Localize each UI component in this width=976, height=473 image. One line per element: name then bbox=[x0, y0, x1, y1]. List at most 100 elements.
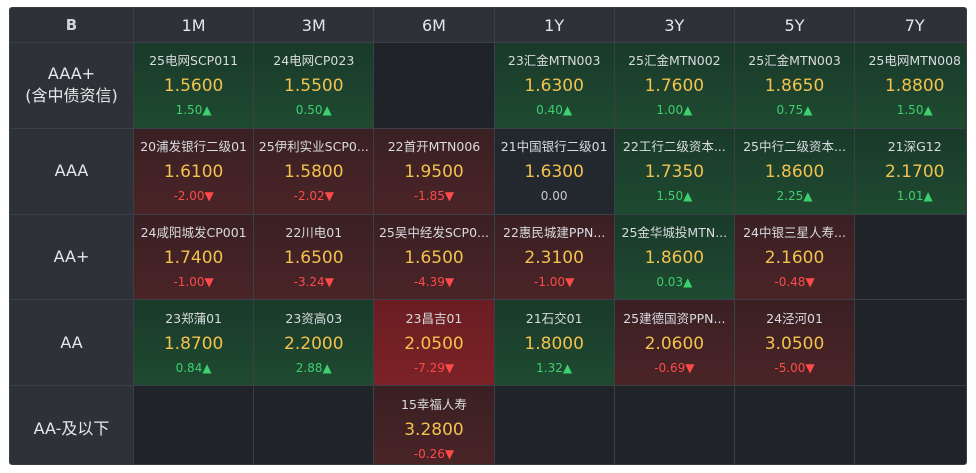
bond-cell[interactable]: 20浦发银行二级01 1.6100 -2.00▼ bbox=[134, 128, 254, 214]
row-label: AA-及以下 bbox=[10, 386, 133, 464]
yield-change: -1.00▼ bbox=[173, 274, 214, 289]
bond-name: 25中行二级资本... bbox=[743, 139, 846, 155]
yield-change: 1.32▲ bbox=[536, 360, 573, 375]
yield-change: -3.24▼ bbox=[293, 274, 334, 289]
yield-change: -7.29▼ bbox=[413, 360, 455, 375]
bond-yield: 1.6300 bbox=[524, 76, 584, 97]
bond-name: 24咸阳城发CP001 bbox=[140, 224, 247, 240]
row-label-line: AA+ bbox=[53, 246, 90, 266]
bond-cell[interactable]: 25建德国资PPN... 2.0600 -0.69▼ bbox=[614, 300, 734, 386]
yield-change: 0.50▲ bbox=[295, 103, 332, 118]
row-label-line: AA bbox=[60, 332, 83, 352]
bond-cell[interactable]: 25金华城投MTN... 1.8600 0.03▲ bbox=[614, 214, 734, 300]
empty-cell bbox=[494, 386, 614, 464]
bond-cell[interactable]: 22工行二级资本... 1.7350 1.50▲ bbox=[614, 128, 734, 214]
bond-cell[interactable]: 25电网MTN008 1.8800 1.50▲ bbox=[855, 43, 966, 128]
bond-cell[interactable]: 15幸福人寿 3.2800 -0.26▼ bbox=[374, 386, 494, 464]
bond-yield: 2.1700 bbox=[884, 162, 945, 183]
bond-yield: 1.8600 bbox=[644, 247, 705, 268]
yield-change: -0.48▼ bbox=[774, 274, 815, 289]
bond-name: 24中银三星人寿... bbox=[743, 224, 846, 240]
column-header[interactable]: 5Y bbox=[734, 8, 855, 42]
bond-cell[interactable]: 22惠民城建PPN... 2.3100 -1.00▼ bbox=[494, 214, 614, 300]
bond-cell[interactable]: 24泾河01 3.0500 -5.00▼ bbox=[734, 300, 855, 386]
bond-name: 20浦发银行二级01 bbox=[140, 139, 247, 155]
bond-name: 25电网SCP011 bbox=[149, 53, 239, 69]
column-header[interactable]: 1M bbox=[134, 8, 254, 42]
yield-change: -2.00▼ bbox=[173, 189, 214, 204]
row-label: AA bbox=[10, 300, 133, 386]
bond-name: 25电网MTN008 bbox=[868, 53, 961, 69]
bond-yield: 1.6100 bbox=[163, 162, 224, 183]
bond-yield: 1.8700 bbox=[163, 333, 224, 354]
row-label-line: AAA+ bbox=[47, 64, 96, 84]
bond-cell[interactable]: 24咸阳城发CP001 1.7400 -1.00▼ bbox=[134, 214, 254, 300]
column-header[interactable]: 3M bbox=[254, 8, 374, 42]
bond-name: 25汇金MTN002 bbox=[628, 53, 721, 69]
column-header[interactable]: 3Y bbox=[614, 8, 734, 42]
row-label-line: AAA bbox=[54, 161, 89, 181]
bond-cell[interactable]: 23郑蒲01 1.8700 0.84▲ bbox=[134, 300, 254, 386]
bond-cell[interactable]: 23汇金MTN003 1.6300 0.40▲ bbox=[494, 43, 614, 128]
bond-yield: 2.2000 bbox=[284, 333, 344, 354]
bond-name: 25汇金MTN003 bbox=[748, 53, 841, 69]
bond-cell[interactable]: 25电网SCP011 1.5600 1.50▲ bbox=[134, 43, 254, 128]
bond-cell[interactable]: 23昌吉01 2.0500 -7.29▼ bbox=[374, 300, 494, 386]
empty-cell bbox=[855, 386, 966, 464]
bond-cell[interactable]: 25吴中经发SCP0... 1.6500 -4.39▼ bbox=[374, 214, 494, 300]
bond-yield: 1.9500 bbox=[404, 162, 464, 183]
bond-cell[interactable]: 25汇金MTN003 1.8650 0.75▲ bbox=[734, 43, 855, 128]
bond-name: 25吴中经发SCP0... bbox=[378, 224, 489, 240]
yield-change: 2.88▲ bbox=[295, 360, 332, 375]
yield-change: 1.01▲ bbox=[896, 189, 933, 204]
bond-name: 15幸福人寿 bbox=[401, 396, 467, 412]
bond-name: 23汇金MTN003 bbox=[507, 53, 601, 69]
bond-cell[interactable]: 25中行二级资本... 1.8600 2.25▲ bbox=[734, 128, 855, 214]
bond-cell[interactable]: 23资高03 2.2000 2.88▲ bbox=[254, 300, 374, 386]
empty-cell bbox=[734, 386, 855, 464]
bond-name: 23资高03 bbox=[285, 310, 343, 326]
column-header[interactable]: 6M bbox=[374, 8, 494, 42]
yield-change: -0.69▼ bbox=[654, 360, 695, 375]
column-header[interactable]: 1Y bbox=[494, 8, 614, 42]
yield-change: 1.50▲ bbox=[896, 103, 933, 118]
bond-name: 25伊利实业SCP0... bbox=[258, 139, 369, 155]
bond-cell[interactable]: 21深G12 2.1700 1.01▲ bbox=[855, 128, 966, 214]
bond-name: 24电网CP023 bbox=[273, 53, 355, 69]
yield-change: -5.00▼ bbox=[774, 360, 815, 375]
bond-name: 25金华城投MTN... bbox=[621, 224, 728, 240]
row-label-line: AA-及以下 bbox=[33, 418, 110, 438]
yield-change: 0.40▲ bbox=[536, 103, 573, 118]
bond-yield: 1.5600 bbox=[163, 76, 224, 97]
bond-cell[interactable]: 24电网CP023 1.5500 0.50▲ bbox=[254, 43, 374, 128]
bond-yield: 2.3100 bbox=[524, 247, 584, 268]
empty-cell bbox=[134, 386, 254, 464]
yield-change: -0.26▼ bbox=[413, 446, 455, 461]
yield-change: 2.25▲ bbox=[776, 189, 813, 204]
bond-yield: 2.0600 bbox=[644, 333, 705, 354]
logo-icon: B bbox=[10, 8, 133, 42]
empty-cell bbox=[855, 214, 966, 300]
bond-yield: 1.6500 bbox=[404, 247, 464, 268]
bond-cell[interactable]: 21中国银行二级01 1.6300 0.00 bbox=[494, 128, 614, 214]
bond-cell[interactable]: 25伊利实业SCP0... 1.5800 -2.02▼ bbox=[254, 128, 374, 214]
yield-change: 0.03▲ bbox=[656, 274, 693, 289]
bond-name: 21深G12 bbox=[887, 139, 942, 155]
bond-yield: 1.8650 bbox=[764, 76, 825, 97]
bond-cell[interactable]: 24中银三星人寿... 2.1600 -0.48▼ bbox=[734, 214, 855, 300]
empty-cell bbox=[374, 43, 494, 128]
yield-change: -1.85▼ bbox=[413, 189, 455, 204]
bond-name: 23昌吉01 bbox=[405, 310, 463, 326]
bond-yield: 1.7350 bbox=[644, 162, 705, 183]
bond-cell[interactable]: 21石交01 1.8000 1.32▲ bbox=[494, 300, 614, 386]
empty-cell bbox=[614, 386, 734, 464]
bond-name: 21石交01 bbox=[525, 310, 583, 326]
yield-change: 0.00 bbox=[540, 189, 568, 204]
bond-cell[interactable]: 25汇金MTN002 1.7600 1.00▲ bbox=[614, 43, 734, 128]
bond-yield: 3.0500 bbox=[764, 333, 825, 354]
bond-cell[interactable]: 22首开MTN006 1.9500 -1.85▼ bbox=[374, 128, 494, 214]
bond-cell[interactable]: 22川电01 1.6500 -3.24▼ bbox=[254, 214, 374, 300]
column-header[interactable]: 7Y bbox=[855, 8, 966, 42]
bond-name: 23郑蒲01 bbox=[165, 310, 222, 326]
bond-name: 22惠民城建PPN... bbox=[503, 224, 606, 240]
